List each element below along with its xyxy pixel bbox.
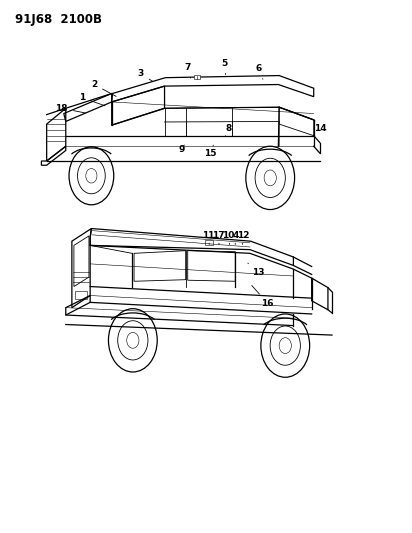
Text: 3: 3 (138, 69, 153, 82)
Text: 8: 8 (225, 124, 232, 136)
Text: 17: 17 (212, 231, 225, 244)
Text: 10: 10 (222, 231, 234, 244)
Text: 7: 7 (185, 62, 191, 78)
Bar (194, 75, 200, 79)
Text: 6: 6 (256, 64, 263, 79)
Text: 1: 1 (79, 93, 105, 106)
Text: 11: 11 (202, 231, 214, 244)
Text: 18: 18 (56, 104, 85, 113)
Text: 14: 14 (314, 121, 327, 133)
Text: 9: 9 (178, 145, 185, 154)
Text: 5: 5 (221, 59, 227, 75)
Text: 2: 2 (91, 80, 116, 96)
Bar (205, 240, 213, 245)
Bar (75, 291, 87, 299)
Text: 16: 16 (252, 286, 274, 308)
Text: 15: 15 (204, 145, 216, 158)
Text: 13: 13 (248, 263, 264, 277)
Text: 4: 4 (232, 231, 239, 244)
Text: 91J68  2100B: 91J68 2100B (15, 13, 102, 26)
Text: 12: 12 (237, 231, 250, 244)
